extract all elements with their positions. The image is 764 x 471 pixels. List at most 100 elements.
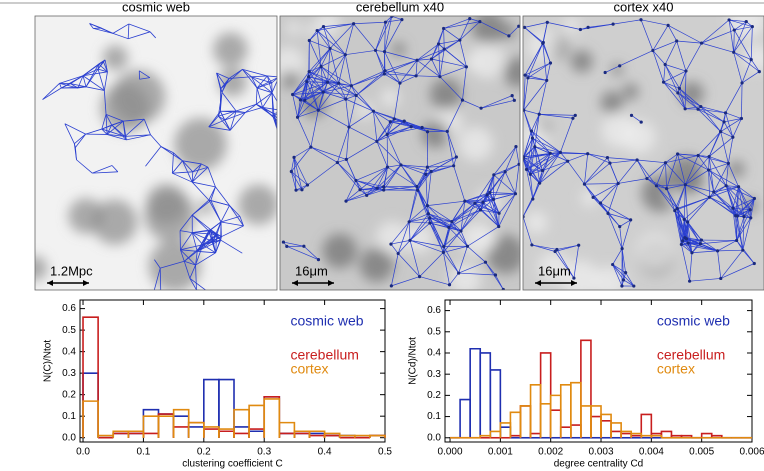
network-node (696, 107, 700, 111)
network-node (300, 188, 304, 192)
network-edge (665, 153, 678, 163)
network-node (473, 201, 477, 205)
network-edge (493, 146, 517, 176)
network-node (736, 185, 741, 189)
network-edge (376, 141, 402, 166)
network-edge (70, 83, 87, 88)
network-edge (717, 240, 737, 252)
network-edge (397, 240, 411, 254)
network-edge (351, 85, 357, 96)
network-edge (323, 85, 352, 93)
network-edge (728, 19, 753, 27)
network-edge (262, 92, 273, 108)
network-node (344, 199, 348, 203)
texture-blob (636, 233, 674, 271)
histogram-bar (590, 415, 602, 438)
network-edge (733, 26, 753, 53)
network-edge (191, 171, 194, 183)
network-node (739, 116, 744, 121)
x-tick-label: 0.006 (739, 447, 764, 458)
network-node (699, 41, 704, 45)
network-node (325, 80, 330, 84)
network-edge (431, 58, 467, 68)
y-tick-label: 0.5 (62, 325, 76, 336)
network-edge (271, 92, 275, 114)
network-edge (384, 22, 386, 52)
network-edge (646, 178, 657, 187)
network-node (450, 219, 454, 224)
network-edge (631, 115, 642, 123)
network-node (452, 164, 456, 168)
network-edge (82, 63, 99, 77)
network-edge (98, 59, 106, 65)
network-edge (201, 163, 209, 168)
network-edge (217, 111, 221, 117)
network-edge (524, 22, 548, 28)
histogram-bar (610, 430, 622, 438)
network-edge (725, 185, 738, 217)
network-edge (736, 216, 745, 241)
network-edge (709, 156, 729, 164)
network-edge (480, 209, 500, 214)
network-edge (530, 170, 543, 175)
network-edge (153, 268, 161, 290)
network-node (635, 158, 639, 162)
network-node (707, 168, 711, 172)
network-edge (725, 112, 734, 138)
scale-label: 16μm (538, 263, 571, 278)
network-node (442, 26, 446, 31)
network-edge (208, 199, 222, 223)
histogram-bar (187, 421, 205, 438)
texture-blob (727, 16, 764, 39)
network-edge (460, 201, 466, 232)
histogram-bar (660, 430, 673, 438)
histogram-bar (369, 434, 386, 438)
x-tick-label: 0.005 (689, 447, 714, 458)
network-edge (524, 42, 544, 76)
histogram-bar (263, 396, 281, 438)
histogram-bar (499, 426, 512, 438)
network-node (371, 109, 376, 113)
network-edge (742, 216, 745, 251)
network-edge (76, 159, 93, 174)
network-node (677, 86, 682, 90)
network-edge (391, 276, 420, 287)
network-edge (523, 183, 540, 217)
network-node (415, 184, 419, 189)
network-edge (523, 75, 526, 111)
image-panel (280, 16, 520, 290)
network-edge (419, 252, 444, 277)
network-node (417, 274, 422, 279)
network-edge (708, 136, 734, 157)
network-edge (218, 115, 231, 131)
network-edge (236, 103, 257, 112)
network-node (748, 208, 752, 212)
network-edge (539, 113, 576, 116)
network-node (750, 24, 754, 29)
network-edge (652, 50, 664, 83)
network-edge (438, 28, 444, 45)
network-edge (677, 92, 701, 107)
network-edge (75, 133, 86, 148)
network-edge (373, 110, 391, 123)
network-edge (399, 75, 417, 84)
texture-blob (444, 50, 461, 67)
texture-blob (667, 155, 706, 194)
network-edge (623, 279, 634, 287)
network-edge (297, 100, 306, 118)
network-edge (527, 43, 544, 79)
histogram-bar (142, 415, 160, 438)
network-edge (493, 193, 516, 200)
network-node (354, 93, 358, 98)
network-edge (417, 190, 431, 224)
network-edge (677, 153, 686, 185)
network-edge (683, 184, 686, 220)
network-edge (415, 60, 418, 76)
histogram-bar (499, 422, 512, 438)
network-edge (172, 171, 193, 174)
network-edge (182, 160, 202, 165)
histogram-bar (529, 383, 542, 438)
network-node (479, 106, 483, 110)
network-node (723, 111, 728, 115)
